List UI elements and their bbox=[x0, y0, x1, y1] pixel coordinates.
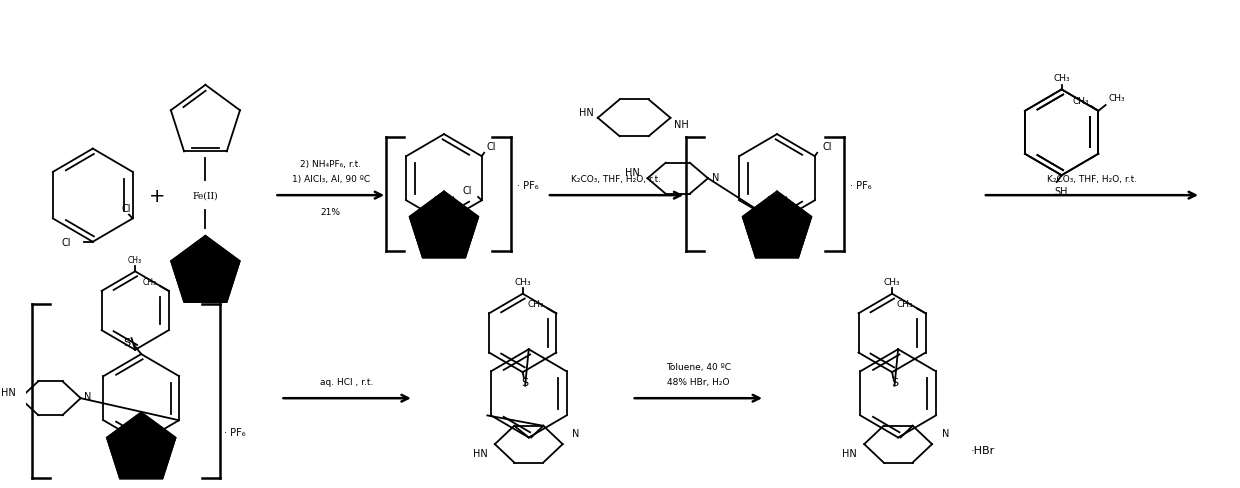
Polygon shape bbox=[409, 192, 479, 258]
Text: CH₃: CH₃ bbox=[1053, 74, 1070, 83]
Text: Fe(II): Fe(II) bbox=[766, 196, 789, 205]
Text: · PF₆: · PF₆ bbox=[223, 427, 246, 437]
Text: CH₃: CH₃ bbox=[515, 277, 531, 286]
Polygon shape bbox=[171, 236, 241, 303]
Text: Cl: Cl bbox=[463, 186, 472, 196]
Text: N: N bbox=[712, 172, 719, 183]
Text: aq. HCl , r.t.: aq. HCl , r.t. bbox=[320, 377, 373, 386]
Text: N: N bbox=[84, 391, 92, 402]
Text: Cl: Cl bbox=[822, 142, 832, 152]
Text: SH: SH bbox=[1055, 186, 1069, 197]
Text: Fe(II): Fe(II) bbox=[433, 196, 455, 205]
Text: CH₃: CH₃ bbox=[143, 278, 156, 286]
Polygon shape bbox=[743, 192, 811, 258]
Text: 2) NH₄PF₆, r.t.: 2) NH₄PF₆, r.t. bbox=[300, 159, 361, 168]
Text: HN: HN bbox=[472, 448, 487, 458]
Text: CH₃: CH₃ bbox=[884, 277, 900, 286]
Text: CH₃: CH₃ bbox=[527, 300, 544, 309]
Polygon shape bbox=[107, 412, 176, 479]
Text: Fe(II): Fe(II) bbox=[130, 421, 153, 429]
Text: NH: NH bbox=[675, 120, 689, 129]
Text: HN: HN bbox=[625, 168, 640, 178]
Text: S: S bbox=[522, 377, 528, 387]
Text: S: S bbox=[123, 337, 130, 347]
Text: Toluene, 40 ºC: Toluene, 40 ºC bbox=[666, 362, 730, 371]
Text: N: N bbox=[941, 428, 949, 438]
Text: +: + bbox=[149, 186, 165, 205]
Text: Cl: Cl bbox=[62, 237, 71, 247]
Text: · PF₆: · PF₆ bbox=[849, 181, 872, 191]
Text: K₂CO₃, THF, H₂O, r.t.: K₂CO₃, THF, H₂O, r.t. bbox=[1047, 175, 1137, 183]
Text: S: S bbox=[890, 377, 898, 387]
Text: CH₃: CH₃ bbox=[1073, 97, 1089, 106]
Text: HN: HN bbox=[0, 387, 15, 398]
Text: Fe(II): Fe(II) bbox=[192, 191, 218, 200]
Text: Cl: Cl bbox=[486, 142, 496, 152]
Text: 48% HBr, H₂O: 48% HBr, H₂O bbox=[667, 377, 729, 386]
Text: CH₃: CH₃ bbox=[897, 300, 914, 309]
Text: · PF₆: · PF₆ bbox=[517, 181, 538, 191]
Text: CH₃: CH₃ bbox=[1109, 94, 1125, 103]
Text: CH₃: CH₃ bbox=[128, 255, 143, 264]
Text: HN: HN bbox=[842, 448, 857, 458]
Text: HN: HN bbox=[579, 108, 594, 118]
Text: ·HBr: ·HBr bbox=[971, 445, 994, 455]
Text: K₂CO₃, THF, H₂O, r.t.: K₂CO₃, THF, H₂O, r.t. bbox=[572, 175, 662, 183]
Text: Cl: Cl bbox=[122, 203, 131, 213]
Text: 1) AlCl₃, Al, 90 ºC: 1) AlCl₃, Al, 90 ºC bbox=[291, 175, 370, 183]
Text: 21%: 21% bbox=[321, 208, 341, 217]
Text: N: N bbox=[573, 428, 580, 438]
